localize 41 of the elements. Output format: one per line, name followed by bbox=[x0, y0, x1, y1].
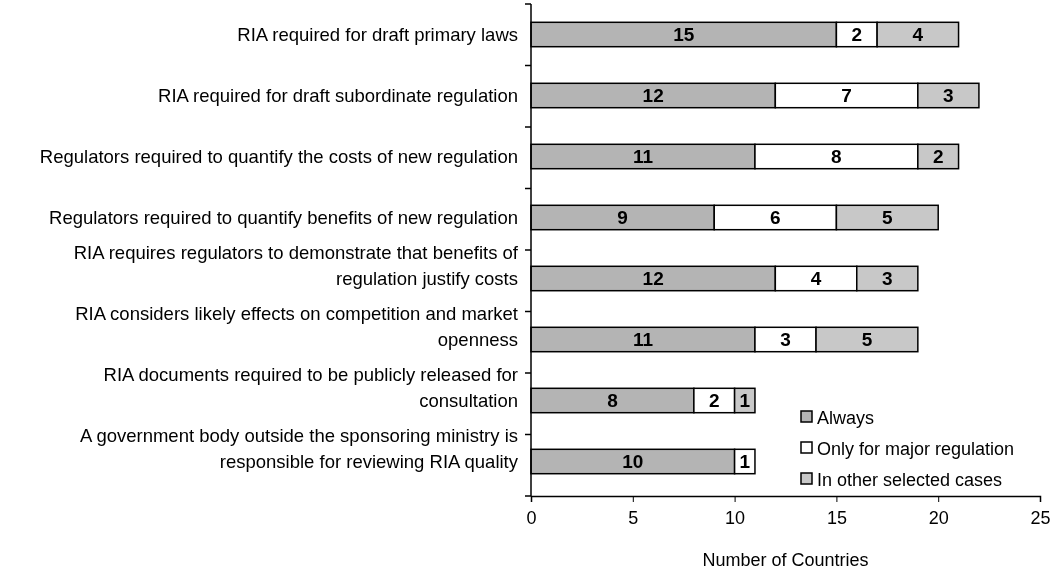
data-label: 2 bbox=[851, 23, 863, 45]
x-tick-label: 20 bbox=[928, 507, 949, 528]
y-tick-label: RIA required for draft primary laws bbox=[237, 23, 518, 45]
y-tick-label: RIA documents required to be publicly released for consultation bbox=[103, 363, 518, 411]
data-label: 4 bbox=[912, 23, 924, 45]
x-tick-label: 15 bbox=[826, 507, 847, 528]
x-tick-label: 0 bbox=[526, 507, 537, 528]
data-label: 8 bbox=[831, 145, 842, 167]
data-label: 1 bbox=[739, 389, 751, 411]
data-label: 7 bbox=[841, 84, 852, 106]
data-label: 2 bbox=[708, 389, 720, 411]
data-label: 2 bbox=[932, 145, 944, 167]
y-tick-label: A government body outside the sponsoring ministry is responsible for reviewing RIA quality bbox=[79, 424, 519, 472]
data-label: 8 bbox=[607, 389, 618, 411]
y-tick-label: RIA requires regulators to demonstrate that benefits of regulation justify costs bbox=[73, 241, 519, 289]
x-tick-label: 10 bbox=[725, 507, 746, 528]
x-axis-title: Number of Countries bbox=[702, 550, 869, 570]
data-label: 11 bbox=[632, 328, 654, 350]
data-label: 3 bbox=[943, 84, 954, 106]
data-label: 9 bbox=[617, 206, 628, 228]
data-label: 4 bbox=[810, 267, 822, 289]
y-tick-label: RIA required for draft subordinate regulation bbox=[158, 84, 518, 106]
data-label: 12 bbox=[642, 84, 664, 106]
data-label: 11 bbox=[632, 145, 654, 167]
data-label: 15 bbox=[673, 23, 695, 45]
data-label: 3 bbox=[882, 267, 893, 289]
data-label: 1 bbox=[739, 450, 751, 472]
data-label: 5 bbox=[861, 328, 873, 350]
data-label: 6 bbox=[770, 206, 781, 228]
data-label: 12 bbox=[642, 267, 664, 289]
data-label: 5 bbox=[882, 206, 894, 228]
legend-label: In other selected cases bbox=[817, 470, 1003, 490]
legend-label: Only for major regulation bbox=[817, 439, 1015, 459]
x-tick-label: 25 bbox=[1030, 507, 1050, 528]
y-tick-label: Regulators required to quantify benefits of new regulation bbox=[49, 206, 518, 228]
legend-label: Always bbox=[817, 408, 875, 428]
data-label: 10 bbox=[622, 450, 644, 472]
y-tick-label: RIA considers likely effects on competition and market openness bbox=[75, 302, 518, 350]
y-tick-label: Regulators required to quantify the costs of new regulation bbox=[39, 145, 518, 167]
x-tick-label: 5 bbox=[628, 507, 639, 528]
data-label: 3 bbox=[780, 328, 791, 350]
